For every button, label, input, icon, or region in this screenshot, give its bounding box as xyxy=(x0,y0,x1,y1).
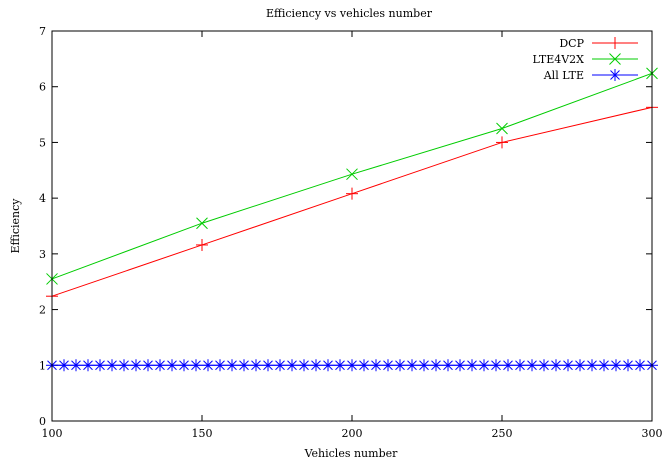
data-point xyxy=(214,359,226,372)
series-lte4v2x xyxy=(46,67,658,285)
legend-label: DCP xyxy=(559,37,584,50)
data-point xyxy=(322,359,334,372)
data-point xyxy=(310,359,322,372)
axis-ticks: 100 150 200 250 300 0 1 2 3 4 5 6 7 xyxy=(39,25,662,440)
data-point xyxy=(274,359,286,372)
x-tick-label: 200 xyxy=(342,427,363,440)
data-point xyxy=(262,359,274,372)
data-point xyxy=(106,359,118,372)
data-point xyxy=(496,122,508,135)
data-point xyxy=(70,359,82,372)
x-tick-label: 250 xyxy=(492,427,513,440)
data-point xyxy=(418,359,430,372)
y-tick-label: 0 xyxy=(39,415,46,428)
data-point xyxy=(346,187,358,200)
data-point xyxy=(526,359,538,372)
data-point xyxy=(622,359,634,372)
x-tick-label: 150 xyxy=(192,427,213,440)
data-point xyxy=(574,359,586,372)
series-line xyxy=(51,106,653,297)
legend-label: All LTE xyxy=(543,69,584,82)
data-point xyxy=(609,53,621,65)
data-point xyxy=(178,359,190,372)
data-point xyxy=(454,359,466,372)
data-point xyxy=(346,359,358,372)
data-point xyxy=(238,359,250,372)
data-point xyxy=(358,359,370,372)
legend: DCP LTE4V2X All LTE xyxy=(532,37,638,82)
data-point xyxy=(609,37,621,49)
data-point xyxy=(430,359,442,372)
data-point xyxy=(586,359,598,372)
data-point xyxy=(406,359,418,372)
data-point xyxy=(538,359,550,372)
data-point xyxy=(58,359,70,372)
chart-title: Efficiency vs vehicles number xyxy=(266,7,433,20)
data-point xyxy=(130,359,142,372)
data-point xyxy=(502,359,514,372)
data-point xyxy=(370,359,382,372)
y-tick-label: 1 xyxy=(39,359,46,372)
data-point xyxy=(478,359,490,372)
y-tick-label: 6 xyxy=(39,81,46,94)
data-point xyxy=(609,69,621,81)
y-tick-label: 5 xyxy=(39,136,46,149)
plot-frame xyxy=(51,30,653,422)
data-point xyxy=(196,238,208,251)
data-point xyxy=(598,359,610,372)
legend-label: LTE4V2X xyxy=(532,53,584,66)
y-tick-label: 2 xyxy=(39,304,46,317)
data-point xyxy=(346,168,358,181)
data-point xyxy=(442,359,454,372)
data-point xyxy=(496,136,508,149)
x-tick-label: 100 xyxy=(42,427,63,440)
y-axis-label: Efficiency xyxy=(9,198,22,254)
data-point xyxy=(514,359,526,372)
data-point xyxy=(82,359,94,372)
data-point xyxy=(610,359,622,372)
data-point xyxy=(394,359,406,372)
data-point xyxy=(298,359,310,372)
data-point xyxy=(466,359,478,372)
series-line xyxy=(51,72,653,280)
data-point xyxy=(202,359,214,372)
data-point xyxy=(190,359,202,372)
data-point xyxy=(562,359,574,372)
plot-series xyxy=(46,67,658,372)
x-tick-label: 300 xyxy=(642,427,662,440)
data-point xyxy=(634,359,646,372)
data-point xyxy=(118,359,130,372)
data-point xyxy=(196,217,208,230)
data-point xyxy=(142,359,154,372)
data-point xyxy=(334,359,346,372)
y-tick-label: 4 xyxy=(39,192,46,205)
y-tick-label: 7 xyxy=(39,25,46,38)
data-point xyxy=(166,359,178,372)
series-all-lte xyxy=(46,359,658,372)
x-axis-label: Vehicles number xyxy=(304,447,399,460)
data-point xyxy=(154,359,166,372)
data-point xyxy=(382,359,394,372)
data-point xyxy=(94,359,106,372)
series-dcp xyxy=(46,101,658,303)
data-point xyxy=(250,359,262,372)
data-point xyxy=(286,359,298,372)
data-point xyxy=(490,359,502,372)
data-point xyxy=(226,359,238,372)
y-tick-label: 3 xyxy=(39,248,46,261)
data-point xyxy=(550,359,562,372)
